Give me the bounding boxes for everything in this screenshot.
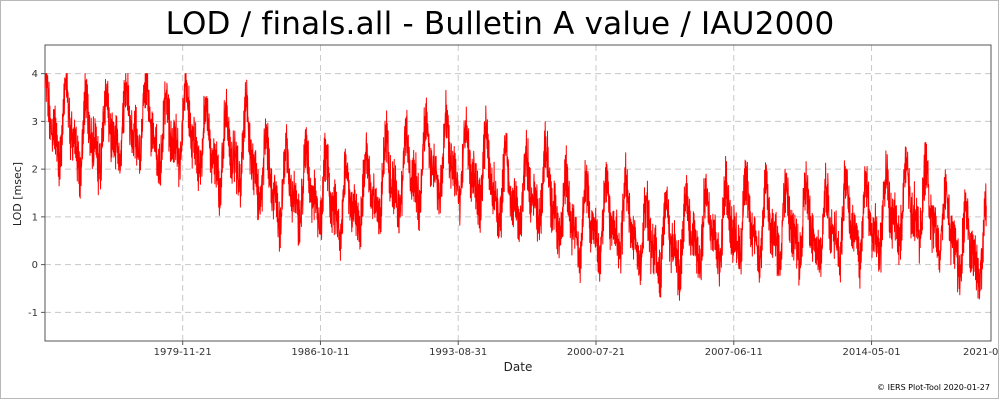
x-tick-label: 2000-07-21 — [567, 347, 625, 358]
x-tick-label: 1979-11-21 — [154, 347, 212, 358]
x-tick-label: 1986-10-11 — [291, 347, 349, 358]
x-axis-label: Date — [504, 360, 533, 374]
series-layer — [44, 73, 987, 301]
x-tick-label: 2014-05-01 — [842, 347, 900, 358]
chart-title: LOD / finals.all - Bulletin A value / IA… — [165, 6, 835, 42]
x-axis: 1979-11-21 1986-10-11 1993-08-31 2000-07-21… — [154, 341, 998, 358]
y-tick-label: 1 — [32, 212, 38, 223]
x-tick-label: 1993-08-31 — [429, 347, 487, 358]
series-line-lod — [44, 73, 987, 301]
plot-border — [44, 44, 992, 342]
y-tick-label: 0 — [32, 260, 38, 271]
y-tick-label: 3 — [32, 117, 38, 128]
x-tick-label: 2007-06-11 — [705, 347, 763, 358]
y-tick-label: 2 — [32, 165, 38, 176]
x-tick-label: 2021-0 — [963, 347, 998, 358]
y-tick-label: -1 — [28, 308, 38, 319]
y-axis-label: LOD [msec] — [11, 162, 24, 226]
credit-text: © IERS Plot-Tool 2020-01-27 — [877, 383, 990, 392]
y-tick-label: 4 — [32, 69, 38, 80]
y-axis: -1 0 1 2 3 4 — [28, 69, 45, 319]
